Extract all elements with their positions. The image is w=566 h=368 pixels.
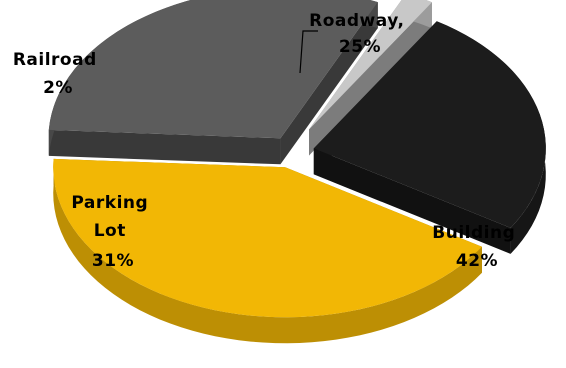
slices-layer [48,0,546,344]
slice-label-building-value: 42% [456,251,498,271]
slice-building-top [53,158,482,318]
slice-label-parking-lot-name: Parking [71,193,148,213]
slice-parking-lot [48,0,378,165]
slice-parking-lot-side-end [280,2,378,165]
slice-label-building-name: Building [432,223,515,243]
labels-layer: Roadway, 25% Building 42% Parking Lot 31… [13,11,521,271]
slice-label-building: Building 42% [432,223,521,271]
slice-label-roadway-name: Roadway, [309,11,404,31]
slice-label-railroad-name: Railroad [13,50,97,70]
slice-label-parking-lot-name-line2: Lot [94,221,126,241]
slice-label-roadway: Roadway, 25% [309,11,411,57]
slice-label-roadway-value: 25% [339,37,381,57]
slice-label-parking-lot: Parking Lot 31% [71,193,154,271]
slice-roadway-side-end [313,148,511,254]
slice-railroad-side-end [309,2,432,156]
slice-building [53,158,482,344]
slice-parking-lot-top [48,0,378,139]
slice-label-parking-lot-value: 31% [92,251,134,271]
slice-railroad [309,0,432,156]
slice-railroad-top [309,0,432,130]
slice-roadway-top [313,21,546,228]
slice-roadway [313,21,546,254]
slice-label-railroad-value: 2% [43,78,73,98]
slice-label-railroad: Railroad 2% [13,50,103,98]
slice-building-wall [53,158,482,344]
slice-parking-lot-side-start [48,129,281,165]
leader-line-roadway [299,30,318,74]
